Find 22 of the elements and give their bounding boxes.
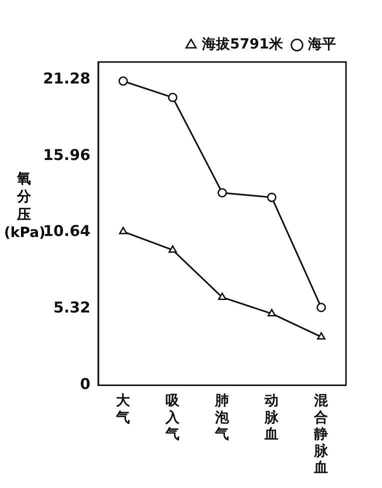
point: [268, 308, 276, 316]
legend-label: 海平: [307, 36, 336, 53]
x-tick-label: 吸入气: [164, 393, 181, 443]
x-tick-label: 动脉血: [264, 393, 280, 443]
point: [168, 245, 177, 253]
x-tick-label: 肺泡气: [214, 393, 230, 443]
y-tick-label: 0: [80, 374, 90, 393]
legend-label: 海拔5791米: [201, 36, 284, 53]
x-tick-label: 大气: [115, 393, 132, 426]
point: [168, 92, 178, 102]
y-tick-label: 15.96: [42, 146, 90, 164]
y-axis-title: 氧分压(kPa): [4, 170, 46, 242]
point: [316, 302, 326, 312]
y-tick-label: 5.32: [53, 298, 90, 317]
x-tick-label: 混合静脉血: [313, 393, 330, 476]
point: [317, 332, 326, 340]
point: [218, 292, 226, 300]
point: [119, 226, 128, 234]
point: [218, 188, 227, 198]
y-tick-label: 21.28: [42, 69, 90, 88]
point: [118, 76, 128, 86]
point: [267, 192, 276, 202]
